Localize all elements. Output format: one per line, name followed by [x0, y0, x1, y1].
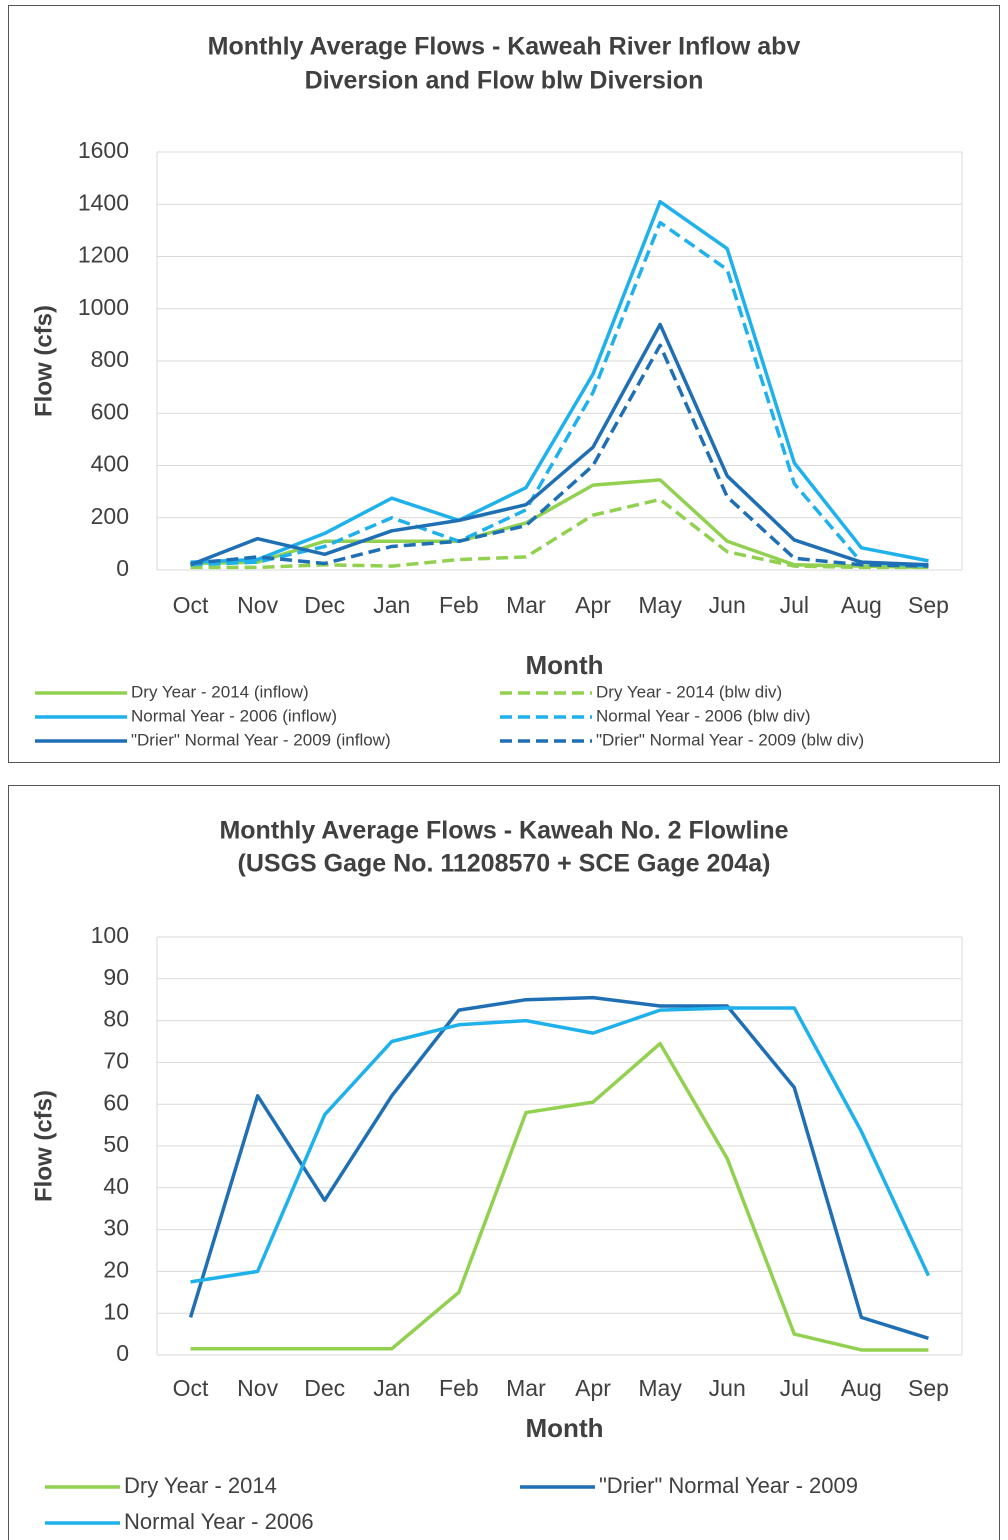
x-tick-label: Oct [173, 1375, 209, 1401]
series-line [190, 497, 929, 570]
y-tick-label: 1600 [78, 137, 129, 163]
chart-frame [8, 785, 1000, 1540]
y-tick-label: 1200 [78, 242, 129, 268]
x-tick-label: Jul [780, 592, 809, 618]
x-tick-label: Jan [373, 592, 410, 618]
chart-title: Monthly Average Flows - Kaweah No. 2 Flo… [219, 817, 788, 845]
y-tick-label: 800 [91, 346, 129, 372]
legend-label: "Drier" Normal Year - 2009 (inflow) [131, 730, 391, 749]
y-tick-label: 0 [116, 555, 129, 581]
x-tick-label: Aug [841, 1375, 882, 1401]
y-tick-label: 0 [116, 1340, 129, 1366]
y-tick-label: 20 [103, 1256, 129, 1282]
y-tick-label: 100 [91, 922, 129, 948]
x-tick-label: Nov [237, 1375, 278, 1401]
legend-label: "Drier" Normal Year - 2009 (blw div) [596, 730, 864, 749]
chart-title: (USGS Gage No. 11208570 + SCE Gage 204a) [238, 850, 771, 878]
y-tick-label: 30 [103, 1215, 129, 1241]
series-line [190, 199, 929, 564]
legend-label: Normal Year - 2006 (inflow) [131, 706, 337, 725]
legend-label: Dry Year - 2014 (blw div) [596, 682, 782, 701]
x-axis-label: Month [526, 1413, 604, 1443]
x-tick-label: Mar [506, 592, 546, 618]
y-tick-label: 1000 [78, 294, 129, 320]
x-tick-label: Apr [575, 592, 611, 618]
x-tick-label: Oct [173, 592, 209, 618]
legend-label: "Drier" Normal Year - 2009 [599, 1473, 858, 1498]
x-axis-label: Month [526, 650, 604, 680]
series-line [190, 343, 929, 568]
y-axis-label: Flow (cfs) [30, 1090, 57, 1202]
x-tick-label: Feb [439, 592, 479, 618]
series-line [189, 322, 929, 567]
legend-label: Normal Year - 2006 (blw div) [596, 706, 810, 725]
y-tick-label: 80 [103, 1006, 129, 1032]
x-tick-label: Dec [304, 592, 345, 618]
y-axis-label: Flow (cfs) [30, 305, 57, 417]
chart-frame [8, 5, 1000, 763]
series-line [190, 1041, 929, 1352]
x-tick-label: Jul [780, 1375, 809, 1401]
y-tick-label: 10 [103, 1298, 129, 1324]
y-tick-label: 40 [103, 1173, 129, 1199]
legend-label: Dry Year - 2014 [124, 1473, 277, 1498]
x-tick-label: Nov [237, 592, 278, 618]
x-tick-label: Feb [439, 1375, 479, 1401]
chart-title: Monthly Average Flows - Kaweah River Inf… [208, 33, 801, 61]
y-tick-label: 1400 [78, 189, 129, 215]
x-tick-label: Jun [709, 1375, 746, 1401]
series-line [188, 995, 929, 1340]
y-tick-label: 50 [103, 1131, 129, 1157]
chart-title: Diversion and Flow blw Diversion [305, 67, 704, 95]
x-tick-label: Jan [373, 1375, 410, 1401]
x-tick-label: May [638, 592, 682, 618]
legend-label: Normal Year - 2006 [124, 1509, 314, 1534]
x-tick-label: Dec [304, 1375, 345, 1401]
y-tick-label: 90 [103, 964, 129, 990]
x-tick-label: Jun [709, 592, 746, 618]
y-tick-label: 60 [103, 1089, 129, 1115]
series-line [190, 220, 929, 568]
x-tick-label: May [638, 1375, 682, 1401]
y-tick-label: 400 [91, 451, 129, 477]
x-tick-label: Mar [506, 1375, 546, 1401]
series-line [190, 1006, 931, 1284]
legend-label: Dry Year - 2014 (inflow) [131, 682, 309, 701]
x-tick-label: Apr [575, 1375, 611, 1401]
x-tick-label: Aug [841, 592, 882, 618]
y-tick-label: 200 [91, 503, 129, 529]
y-tick-label: 600 [91, 398, 129, 424]
y-tick-label: 70 [103, 1047, 129, 1073]
x-tick-label: Sep [908, 1375, 949, 1401]
x-tick-label: Sep [908, 592, 949, 618]
